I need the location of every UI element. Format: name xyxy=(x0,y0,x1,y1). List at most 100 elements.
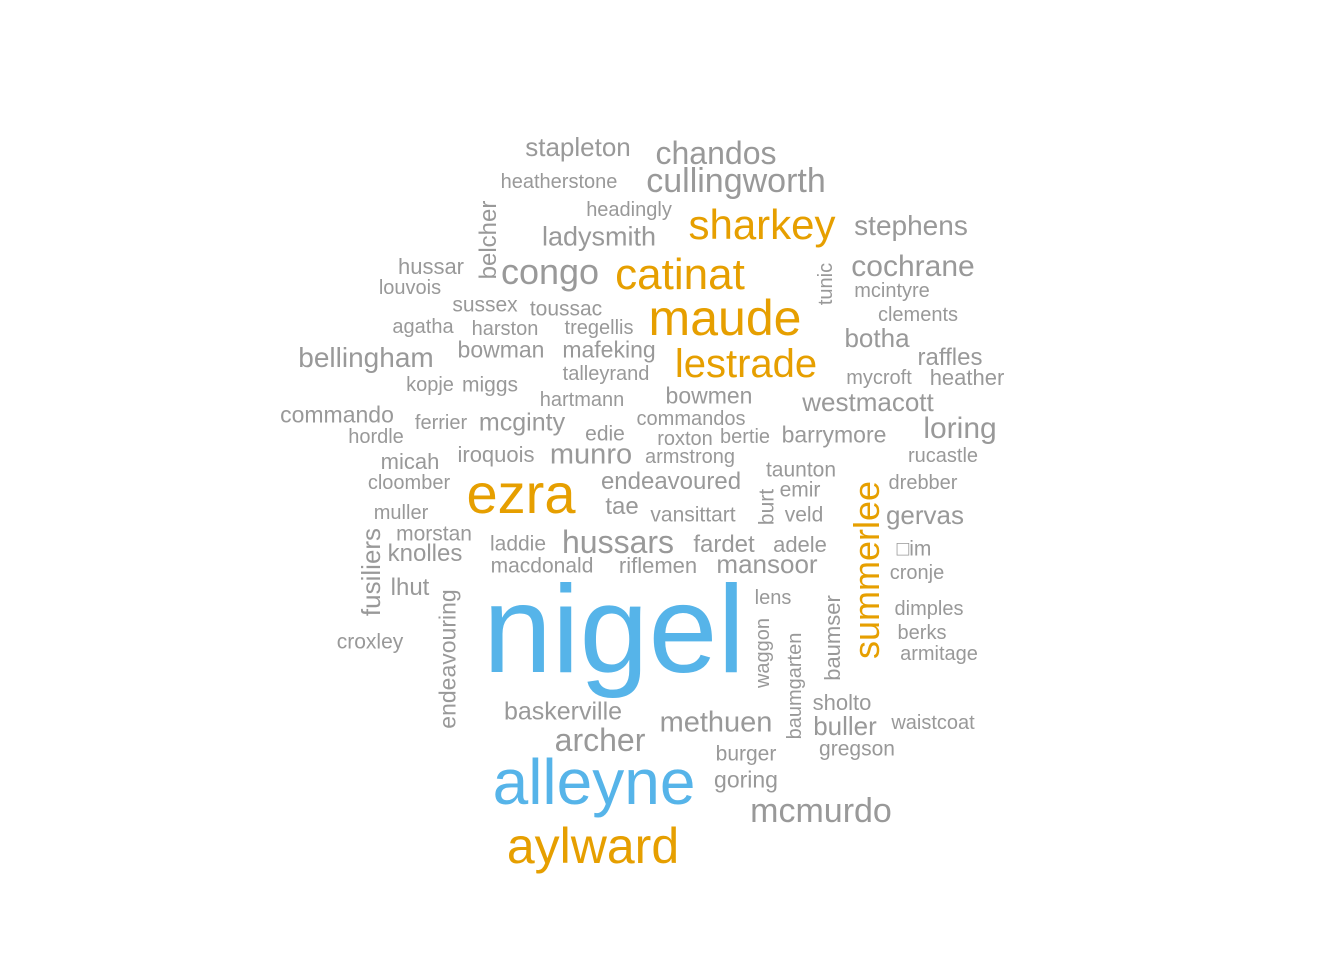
word-aylward: aylward xyxy=(506,818,680,874)
word-commandos: commandos xyxy=(636,408,746,430)
word-barrymore: barrymore xyxy=(781,421,887,448)
word-louvois: louvois xyxy=(378,277,442,299)
word-maude: maude xyxy=(648,290,802,346)
word-mcintyre: mcintyre xyxy=(854,280,930,302)
word-toussac: toussac xyxy=(529,297,603,321)
word-dimples: dimples xyxy=(894,598,964,620)
word-hussars: hussars xyxy=(561,524,675,560)
word-mcginty: mcginty xyxy=(478,408,566,437)
word-heather: heather xyxy=(929,365,1005,390)
word-buller: buller xyxy=(813,711,877,741)
word-kopje: kopje xyxy=(406,374,454,396)
word-roxton: roxton xyxy=(657,428,713,450)
word-archer: archer xyxy=(554,722,646,758)
word-fusiliers: fusiliers xyxy=(356,527,386,617)
word-drebber: drebber xyxy=(888,472,958,494)
word-cochrane: cochrane xyxy=(851,250,975,283)
word-macdonald: macdonald xyxy=(490,554,594,578)
word-raffles: raffles xyxy=(917,344,983,371)
word-alleyne: alleyne xyxy=(492,746,696,818)
word-baskerville: baskerville xyxy=(503,697,623,726)
word-belcher: belcher xyxy=(475,200,502,280)
word-cronje: cronje xyxy=(889,562,945,584)
word-methuen: methuen xyxy=(659,706,773,739)
word-bellingham: bellingham xyxy=(298,342,434,373)
word-croxley: croxley xyxy=(336,630,404,654)
word-westmacott: westmacott xyxy=(802,387,934,417)
word-gervas: gervas xyxy=(885,500,965,530)
word-gregson: gregson xyxy=(819,737,895,761)
word-bowmen: bowmen xyxy=(665,382,753,409)
word-mycroft: mycroft xyxy=(846,367,912,389)
word-goring: goring xyxy=(714,766,778,793)
word-stephens: stephens xyxy=(854,210,968,241)
word-ferrier: ferrier xyxy=(414,412,468,434)
word-tim: □im xyxy=(896,537,932,561)
word-sussex: sussex xyxy=(452,293,518,317)
word-lestrade: lestrade xyxy=(674,342,818,386)
word-armitage: armitage xyxy=(900,643,978,665)
word-lhut: lhut xyxy=(390,574,430,601)
word-harston: harston xyxy=(471,318,539,340)
word-nigel: nigel xyxy=(483,561,745,699)
word-knolles: knolles xyxy=(387,540,463,567)
word-tae: tae xyxy=(605,493,639,520)
word-vansittart: vansittart xyxy=(650,503,736,527)
word-endeavouring: endeavouring xyxy=(434,589,461,729)
word-edie: edie xyxy=(585,422,625,446)
word-loring: loring xyxy=(923,412,997,445)
word-baumser: baumser xyxy=(820,595,845,681)
word-adele: adele xyxy=(773,532,827,557)
word-hussar: hussar xyxy=(397,254,465,279)
word-veld: veld xyxy=(784,503,824,527)
word-miggs: miggs xyxy=(461,373,519,397)
word-bertie: bertie xyxy=(719,426,771,448)
word-ladysmith: ladysmith xyxy=(541,221,657,252)
word-mansoor: mansoor xyxy=(716,549,818,579)
word-talleyrand: talleyrand xyxy=(562,363,650,385)
word-heatherstone: heatherstone xyxy=(500,171,618,193)
word-muller: muller xyxy=(373,502,429,524)
word-hordle: hordle xyxy=(348,426,404,448)
word-emir: emir xyxy=(779,478,821,502)
word-rucastle: rucastle xyxy=(907,445,979,467)
word-ezra: ezra xyxy=(466,462,576,525)
word-waistcoat: waistcoat xyxy=(891,712,975,734)
word-stapleton: stapleton xyxy=(525,132,631,162)
word-morstan: morstan xyxy=(396,522,472,546)
word-mcmurdo: mcmurdo xyxy=(750,792,892,830)
word-taunton: taunton xyxy=(765,458,837,482)
word-endeavoured: endeavoured xyxy=(600,468,742,495)
word-baumgarten: baumgarten xyxy=(784,632,806,740)
word-hartmann: hartmann xyxy=(539,389,625,411)
word-armstrong: armstrong xyxy=(644,446,736,468)
word-botha: botha xyxy=(844,323,910,353)
word-burger: burger xyxy=(715,742,777,766)
word-munro: munro xyxy=(549,438,633,471)
word-micah: micah xyxy=(380,449,440,474)
word-congo: congo xyxy=(500,251,600,292)
word-bowman: bowman xyxy=(457,336,545,363)
word-chandos: chandos xyxy=(655,135,777,171)
word-sharkey: sharkey xyxy=(688,201,836,248)
word-riflemen: riflemen xyxy=(618,553,698,578)
word-summerlee: summerlee xyxy=(846,480,887,660)
word-iroquois: iroquois xyxy=(457,442,535,467)
word-catinat: catinat xyxy=(615,250,745,299)
word-berks: berks xyxy=(897,622,947,644)
word-commando: commando xyxy=(280,401,394,428)
word-tunic: tunic xyxy=(815,262,837,306)
word-cloomber: cloomber xyxy=(367,472,451,494)
word-lens: lens xyxy=(754,587,792,609)
word-fardet: fardet xyxy=(693,531,755,558)
word-tregellis: tregellis xyxy=(564,317,634,339)
word-agatha: agatha xyxy=(392,316,454,338)
word-laddie: laddie xyxy=(489,532,547,556)
word-headingly: headingly xyxy=(586,199,672,221)
word-burt: burt xyxy=(755,488,779,526)
word-clements: clements xyxy=(877,304,959,326)
word-sholto: sholto xyxy=(812,690,872,715)
word-waggon: waggon xyxy=(752,617,774,689)
word-cullingworth: cullingworth xyxy=(646,162,826,200)
